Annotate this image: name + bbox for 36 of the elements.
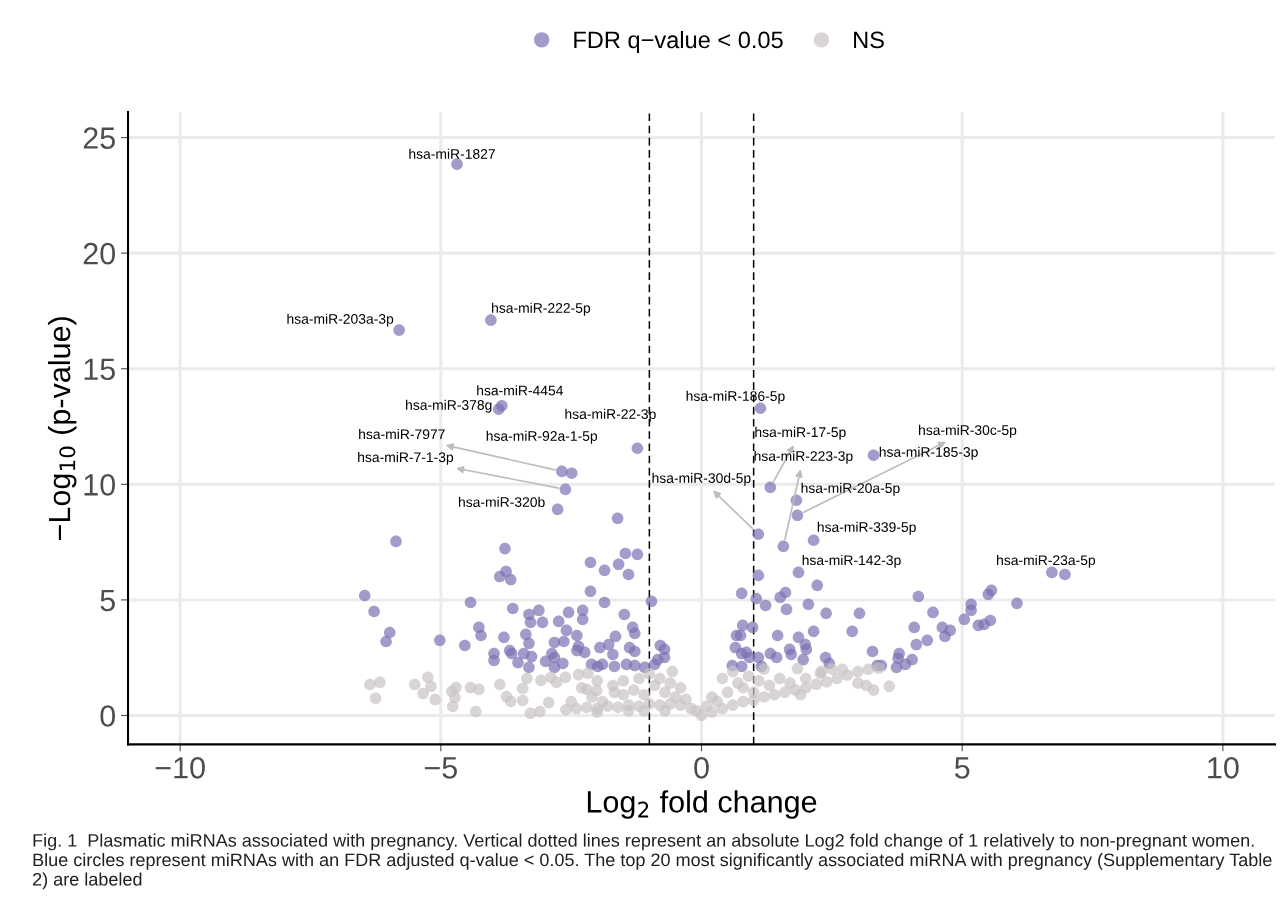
annotation: hsa-miR-223-3p xyxy=(754,450,853,464)
annotation: hsa-miR-7977 xyxy=(359,428,445,440)
annotation: hsa-miR-1827 xyxy=(409,148,495,159)
x-tick-label: 10 xyxy=(1208,757,1239,779)
annotation: hsa-miR-17-5p xyxy=(755,426,846,440)
annotation: hsa-miR-339-5p xyxy=(817,521,916,535)
x-tick-label: 5 xyxy=(954,757,970,779)
annotation: hsa-miR-185-3p xyxy=(879,446,978,460)
annotation: hsa-miR-92a-1-5p xyxy=(486,430,598,444)
annotation: hsa-miR-142-3p xyxy=(802,554,901,568)
y-tick-label: 25 xyxy=(83,127,115,149)
annotation: hsa-miR-7-1-3p xyxy=(358,451,454,465)
x-tick-label: −5 xyxy=(424,757,457,779)
annotation: hsa-miR-320b xyxy=(458,496,545,508)
annotation: hsa-miR-186-5p xyxy=(686,390,785,404)
y-tick-label: 15 xyxy=(84,358,115,381)
annotation: hsa-miR-20a-5p xyxy=(801,482,900,496)
annotation: hsa-miR-203a-3p xyxy=(287,313,394,327)
y-tick-label: 20 xyxy=(83,242,116,265)
legend-label: NS xyxy=(854,31,884,49)
annotation: hsa-miR-222-5p xyxy=(492,302,591,316)
annotation: hsa-miR-378g xyxy=(406,399,492,413)
x-tick-label: 0 xyxy=(694,757,709,779)
x-tick-label: −10 xyxy=(155,757,205,779)
y-tick-label: 5 xyxy=(100,589,115,612)
y-tick-label: 0 xyxy=(100,705,116,727)
caption: Fig. 1 Plasmatic miRNAs associated with pregnancy. Vertical dotted lines represent an absolute Log2 fold change of 1 relatively to non-pregnant women. Blue circles represent miRNAs with an FDR adjusted q-value < 0.05. The top 20 most significantly associated miRNA with pregnancy (Supplementary Table 2) are labeled xyxy=(33,833,1272,890)
annotation: hsa-miR-22-3p xyxy=(565,408,656,422)
legend-label: FDR q−value < 0.05 xyxy=(574,30,783,53)
y-axis-title: −Log$_{10}$ (p-value) xyxy=(47,317,77,540)
annotation: hsa-miR-30c-5p xyxy=(919,424,1017,438)
annotation: hsa-miR-23a-5p xyxy=(997,554,1096,568)
annotation: hsa-miR-30d-5p xyxy=(652,472,751,486)
x-axis-title: Log$_{2}$ fold change xyxy=(587,790,817,819)
y-tick-label: 10 xyxy=(84,474,116,496)
annotation: hsa-miR-4454 xyxy=(477,385,564,396)
